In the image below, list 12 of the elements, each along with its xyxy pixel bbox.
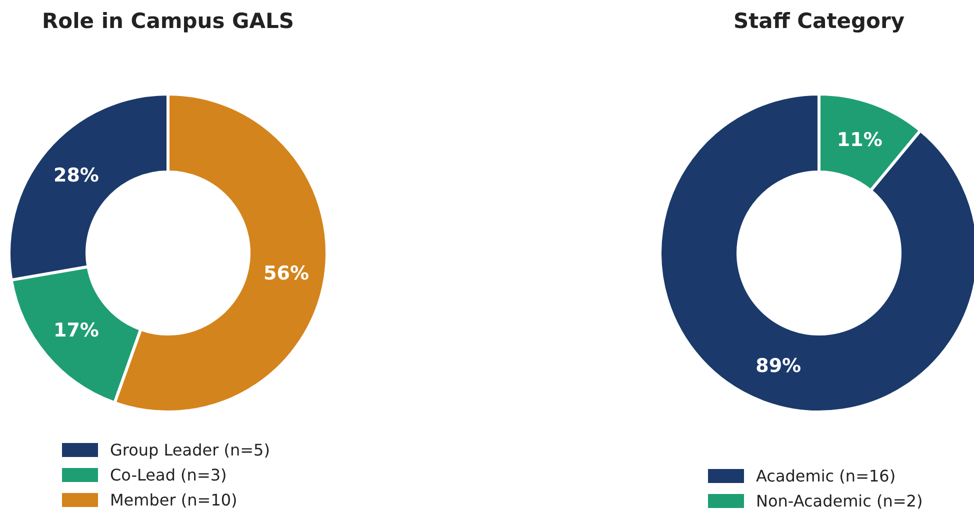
- chart-title: Role in Campus GALS: [42, 9, 294, 33]
- data-label: 56%: [264, 262, 309, 284]
- data-label: 11%: [836, 129, 882, 152]
- legend-label: Member (n=10): [110, 490, 238, 510]
- legend-label: Co-Lead (n=3): [110, 466, 227, 484]
- legend-label: Academic (n=16): [756, 466, 896, 486]
- legend-label: Non-Academic (n=2): [756, 492, 923, 510]
- data-label: 28%: [53, 164, 99, 187]
- chart-title: Staff Category: [733, 9, 905, 33]
- data-label: 17%: [53, 319, 99, 342]
- data-label: 89%: [756, 354, 802, 377]
- legend-label: Group Leader (n=5): [110, 440, 270, 460]
